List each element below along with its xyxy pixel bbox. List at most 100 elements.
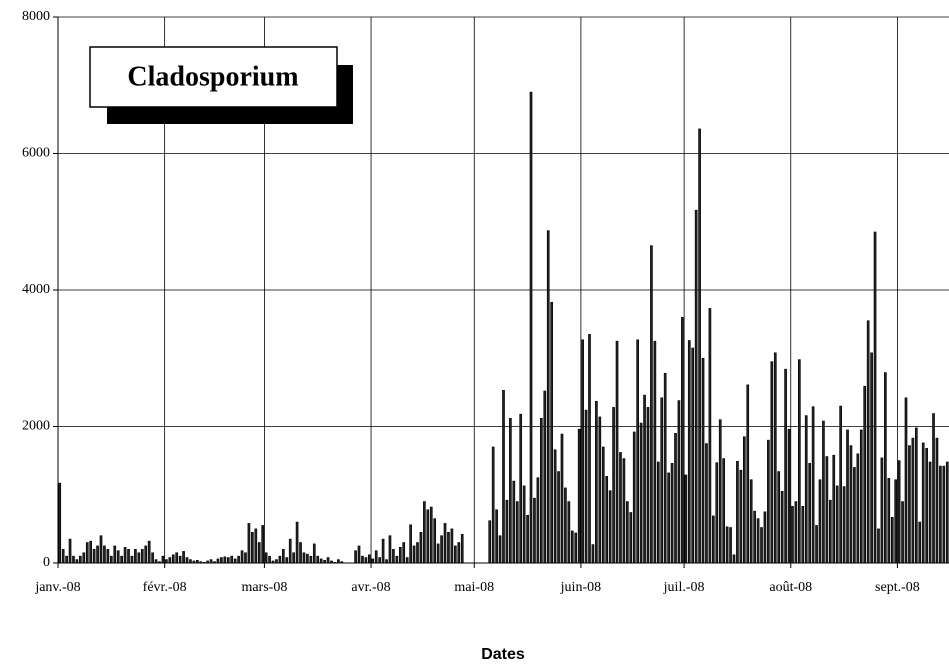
bar [488, 520, 492, 564]
bar [89, 540, 93, 564]
bar [739, 469, 743, 564]
bar [319, 558, 323, 564]
bar [935, 437, 939, 564]
bar [880, 457, 884, 564]
bar [557, 471, 560, 564]
bar [753, 510, 756, 564]
y-tick-label: 2000 [22, 419, 50, 434]
bar [708, 308, 712, 564]
bar [908, 445, 911, 564]
bar [818, 479, 822, 564]
bar [742, 436, 746, 564]
bar [285, 557, 289, 564]
bar [189, 559, 192, 564]
bar [154, 559, 158, 564]
bar [581, 339, 584, 564]
bar [612, 407, 615, 564]
bar [278, 555, 282, 564]
bar [371, 558, 375, 564]
bar [918, 521, 922, 564]
x-tick-label: févr.-08 [143, 580, 187, 595]
bar [653, 340, 657, 564]
bar [887, 478, 891, 564]
bar [302, 552, 306, 564]
x-tick-label: janv.-08 [34, 580, 80, 595]
bar [412, 545, 416, 564]
bar [178, 555, 182, 564]
bar [68, 538, 72, 564]
bar [505, 499, 509, 564]
bar [725, 526, 729, 564]
bar [863, 385, 867, 564]
bar [454, 545, 457, 564]
bar [932, 413, 935, 564]
bar [656, 461, 660, 564]
bar [147, 540, 151, 564]
bar [567, 501, 571, 564]
bar [574, 532, 578, 564]
bar [182, 551, 185, 564]
bar [209, 559, 213, 564]
bar [684, 474, 688, 564]
bar [811, 406, 815, 564]
bar [794, 501, 798, 564]
bar [151, 552, 154, 564]
bar [945, 461, 949, 564]
bar [925, 448, 928, 564]
bar [385, 559, 388, 564]
bar [784, 368, 787, 564]
bar [894, 479, 898, 564]
bar [650, 245, 653, 564]
bar [553, 449, 557, 564]
bar [601, 446, 605, 564]
bar [171, 554, 175, 564]
bar [106, 549, 110, 564]
y-tick-label: 8000 [22, 9, 50, 24]
bar [846, 429, 849, 564]
bar [914, 427, 918, 564]
bar [185, 557, 189, 564]
bar [96, 545, 99, 564]
bar [433, 518, 437, 564]
bar [130, 555, 134, 564]
bar [316, 555, 320, 564]
bar [409, 524, 412, 564]
y-tick-label: 6000 [22, 146, 50, 161]
bar [388, 535, 392, 564]
bar [79, 555, 82, 564]
bar [832, 454, 836, 564]
bar [849, 445, 853, 564]
bar [808, 463, 812, 564]
bar [220, 557, 223, 564]
bar [498, 535, 502, 564]
bar [570, 530, 574, 564]
bar [354, 550, 357, 564]
bar [447, 531, 450, 564]
bar [550, 301, 553, 564]
bar [718, 419, 722, 564]
bar [509, 418, 512, 564]
bar [622, 458, 626, 564]
bar [92, 549, 96, 564]
bar [75, 559, 79, 564]
bar [144, 545, 148, 564]
bar [127, 549, 130, 564]
bar [161, 555, 165, 564]
bar [681, 316, 684, 564]
bar [175, 552, 179, 564]
bar [756, 518, 760, 564]
bar [512, 480, 516, 564]
bar [58, 482, 62, 564]
bar [230, 555, 234, 564]
bar [804, 415, 808, 564]
bar [264, 552, 268, 564]
x-axis-label: Dates [481, 646, 525, 663]
x-tick-label: avr.-08 [351, 580, 390, 595]
bar [223, 556, 227, 564]
x-tick-label: juin-08 [560, 580, 601, 595]
bar [268, 555, 271, 564]
bar [828, 499, 832, 564]
bar [426, 509, 430, 564]
bar [436, 543, 440, 564]
